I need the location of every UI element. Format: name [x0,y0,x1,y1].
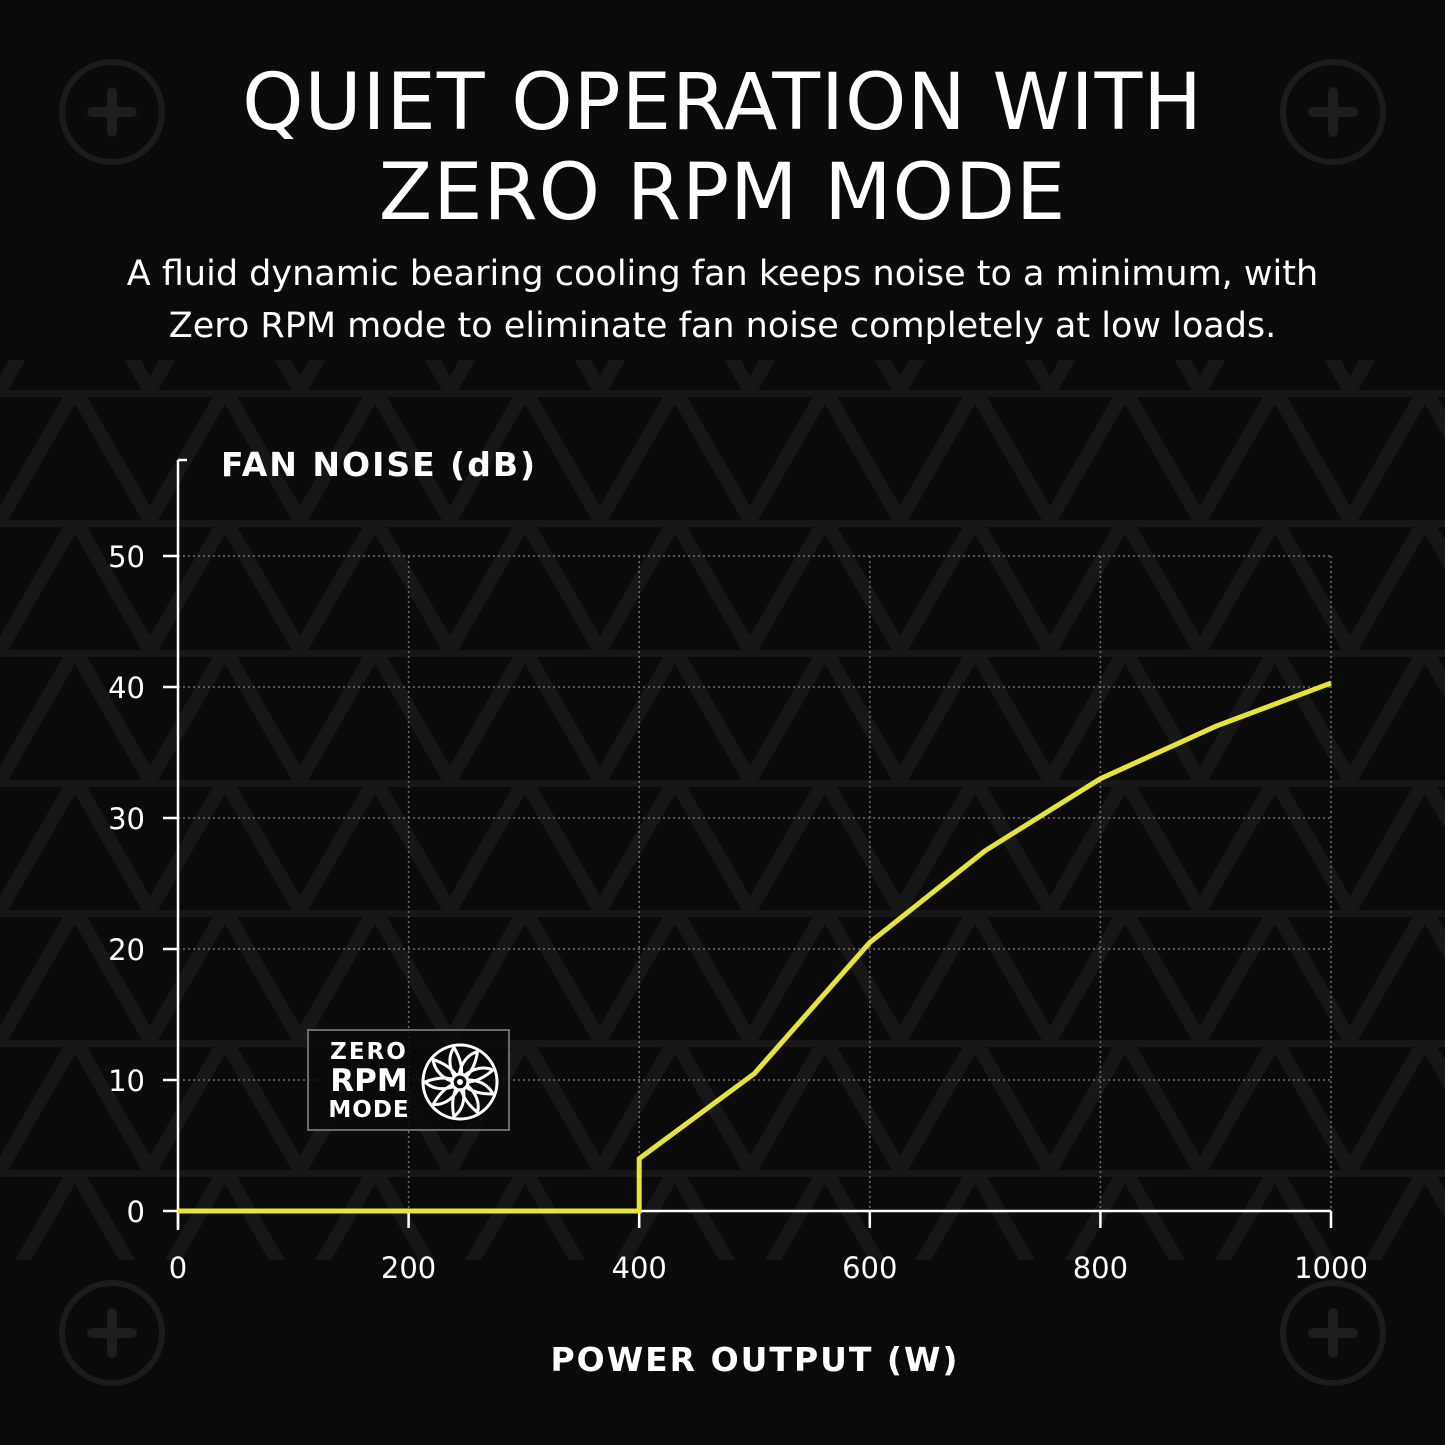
y-tick-label: 20 [108,933,145,967]
y-tick-label: 50 [108,540,145,574]
fan-icon [421,1043,499,1121]
y-tick-label: 40 [108,671,145,705]
fan-blade [457,1050,480,1078]
x-tick-label: 1000 [1294,1251,1368,1285]
x-tick-label: 600 [842,1251,897,1285]
series-line [178,680,1332,1214]
badge-text: ZERO RPM MODE [321,1041,417,1122]
zero-rpm-mode-badge: ZERO RPM MODE [307,1029,510,1131]
headline: QUIET OPERATION WITH ZERO RPM MODE [0,58,1445,238]
subtitle-line-2: Zero RPM mode to eliminate fan noise com… [168,306,1277,346]
y-tick-label: 0 [127,1195,145,1229]
x-tick-label: 0 [169,1251,187,1285]
y-tick-label: 30 [108,802,145,836]
badge-line-1: ZERO [330,1039,408,1065]
x-axis-title: POWER OUTPUT (W) [551,1340,960,1379]
y-tick-label: 10 [108,1064,145,1098]
badge-line-2: RPM [330,1063,408,1099]
badge-line-3: MODE [328,1097,410,1123]
headline-line-1: QUIET OPERATION WITH [242,58,1203,148]
subtitle: A fluid dynamic bearing cooling fan keep… [60,248,1385,352]
x-tick-label: 200 [381,1251,436,1285]
subtitle-line-1: A fluid dynamic bearing cooling fan keep… [126,254,1319,294]
headline-line-2: ZERO RPM MODE [378,148,1067,238]
y-axis-title: FAN NOISE (dB) [221,445,537,484]
x-tick-label: 800 [1073,1251,1128,1285]
x-tick-label: 400 [612,1251,667,1285]
